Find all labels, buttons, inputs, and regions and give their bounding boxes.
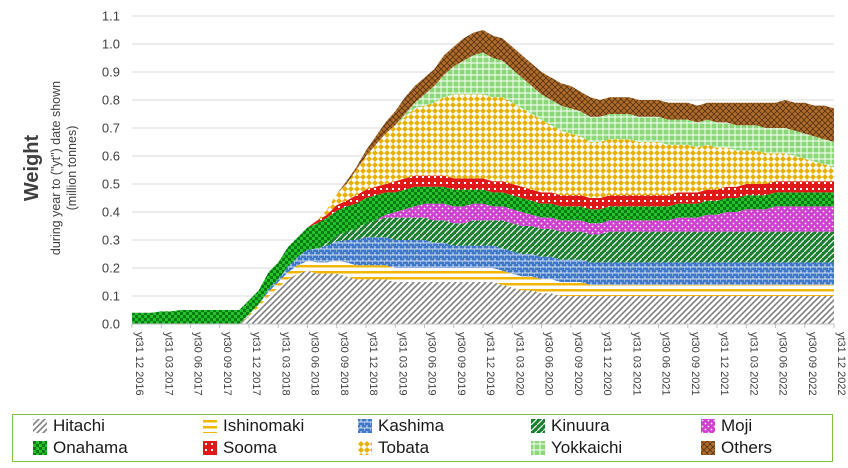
legend-swatch <box>358 441 372 455</box>
x-tick-label: yt31 03 2020 <box>513 332 525 396</box>
legend-item-onahama: Onahama <box>33 438 128 458</box>
area-moji <box>132 203 834 324</box>
y-tick-label: 1.1 <box>102 9 120 24</box>
legend-label: Moji <box>721 416 753 435</box>
legend-swatch <box>33 441 47 455</box>
area-yokkaichi <box>132 52 834 313</box>
legend-label: Ishinomaki <box>223 416 305 435</box>
x-tick-label: yt30 06 2022 <box>777 332 789 396</box>
area-tobata <box>132 94 834 313</box>
legend-item-kinuura: Kinuura <box>531 416 610 436</box>
x-tick-label: yt31 12 2016 <box>133 332 145 396</box>
x-tick-label: yt30 06 2019 <box>426 332 438 396</box>
legend-item-kashima: Kashima <box>358 416 444 436</box>
y-tick-label: 0.5 <box>102 177 120 192</box>
stacked-areas <box>132 30 834 324</box>
x-tick-label: yt30 09 2022 <box>806 332 818 396</box>
x-tick-label: yt31 12 2017 <box>250 332 262 396</box>
legend-swatch <box>203 441 217 455</box>
x-tick-label: yt31 03 2021 <box>630 332 642 396</box>
x-tick-label: yt30 09 2021 <box>689 332 701 396</box>
legend-swatch <box>203 419 217 433</box>
legend-swatch <box>531 441 545 455</box>
y-tick-label: 0.8 <box>102 93 120 108</box>
legend-label: Yokkaichi <box>551 438 623 457</box>
x-tick-labels: yt31 12 2016 yt31 03 2017 yt30 06 2017 yt30… <box>131 324 847 396</box>
legend-label: Sooma <box>223 438 277 457</box>
y-tick-label: 0.7 <box>102 121 120 136</box>
y-tick-label: 1.0 <box>102 37 120 52</box>
legend-item-hitachi: Hitachi <box>33 416 105 436</box>
x-tick-label: yt30 06 2017 <box>192 332 204 396</box>
legend-item-moji: Moji <box>701 416 752 436</box>
y-axis-subtitle-1: during year to ("yt") date shown <box>49 81 63 255</box>
y-tick-label: 0.3 <box>102 233 120 248</box>
x-tick-label: yt31 03 2022 <box>747 332 759 396</box>
y-axis-title: Weight <box>21 135 43 202</box>
x-tick-label: yt30 09 2017 <box>221 332 233 396</box>
legend-item-yokkaichi: Yokkaichi <box>531 438 622 458</box>
x-tick-label: yt30 06 2020 <box>543 332 555 396</box>
area-ishinomaki <box>132 261 834 324</box>
area-kinuura <box>132 217 834 324</box>
y-tick-label: 0.0 <box>102 317 120 332</box>
legend-label: Others <box>721 438 773 457</box>
legend-label: Kinuura <box>551 416 610 435</box>
y-tick-label: 0.4 <box>102 205 120 220</box>
y-tick-labels: 0.0 0.1 0.2 0.3 0.4 0.5 0.6 0.7 0.8 0.9 1.0 1.1 <box>102 9 120 332</box>
legend-item-sooma: Sooma <box>203 438 277 458</box>
legend-swatch <box>33 419 47 433</box>
x-tick-label: yt30 09 2019 <box>455 332 467 396</box>
legend-item-tobata: Tobata <box>358 438 429 458</box>
legend-label: Hitachi <box>53 416 105 435</box>
x-tick-label: yt31 12 2019 <box>484 332 496 396</box>
y-tick-label: 0.6 <box>102 149 120 164</box>
legend-label: Kashima <box>378 416 445 435</box>
x-tick-label: yt31 12 2021 <box>718 332 730 396</box>
area-onahama <box>132 186 834 324</box>
area-hitachi <box>132 270 834 324</box>
legend-label: Onahama <box>53 438 128 457</box>
legend-label: Tobata <box>378 438 430 457</box>
legend-item-ishinomaki: Ishinomaki <box>203 416 304 436</box>
x-tick-label: yt31 12 2022 <box>835 332 847 396</box>
y-tick-label: 0.1 <box>102 289 120 304</box>
x-tick-label: yt30 09 2020 <box>572 332 584 396</box>
y-tick-label: 0.9 <box>102 65 120 80</box>
x-tick-label: yt31 12 2018 <box>367 332 379 396</box>
legend-swatch <box>701 441 715 455</box>
legend-item-others: Others <box>701 438 772 458</box>
y-axis-subtitle-2: (million tonnes) <box>65 126 79 211</box>
area-kashima <box>132 237 834 324</box>
area-sooma <box>132 175 834 313</box>
area-others <box>132 30 834 313</box>
y-tick-label: 0.2 <box>102 261 120 276</box>
x-tick-label: yt30 09 2018 <box>338 332 350 396</box>
x-tick-label: yt31 03 2019 <box>396 332 408 396</box>
legend: Hitachi Ishinomaki Kashima Kinuura Moji Onaha… <box>12 414 833 462</box>
x-tick-label: yt31 03 2018 <box>279 332 291 396</box>
x-tick-label: yt30 06 2018 <box>309 332 321 396</box>
x-tick-label: yt31 12 2020 <box>601 332 613 396</box>
legend-swatch <box>701 419 715 433</box>
x-tick-label: yt31 03 2017 <box>162 332 174 396</box>
x-tick-label: yt30 06 2021 <box>660 332 672 396</box>
legend-swatch <box>531 419 545 433</box>
legend-swatch <box>358 419 372 433</box>
